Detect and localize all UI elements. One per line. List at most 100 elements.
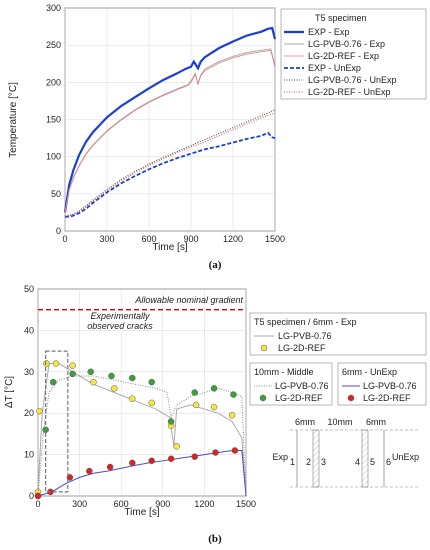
schematic-point-1: 1 — [290, 457, 295, 467]
ylabel-b: ΔT [°C] — [4, 376, 15, 408]
reference-line-label: Allowable nominal gradient — [134, 295, 243, 305]
grid-b — [37, 288, 247, 497]
data-point — [173, 443, 180, 450]
data-point — [212, 449, 219, 456]
data-point — [50, 378, 57, 386]
legend-title-a: T5 specimen — [315, 13, 367, 23]
y-tick-label: 0 — [29, 491, 34, 501]
schematic-point-3: 3 — [321, 457, 326, 467]
data-point — [230, 391, 237, 398]
schematic-point-2: 2 — [306, 457, 311, 467]
schematic-label-6mm-left: 6mm — [295, 417, 315, 427]
crack-annotation-line: Experimentally — [90, 311, 150, 321]
specimen-schematic: 6mm 10mm 6mm Exp UnExp 1 2 3 4 5 6 — [272, 417, 420, 488]
legend-label-a2: LG-2D-REF - Exp — [308, 51, 379, 61]
legend-marker-b3b — [347, 394, 355, 402]
grid-a — [64, 7, 276, 232]
data-point — [129, 395, 136, 402]
y-tick-label: 300 — [46, 3, 61, 13]
schematic-point-5: 5 — [370, 457, 375, 467]
legend-marker-b1b — [260, 344, 268, 352]
data-point — [111, 385, 118, 392]
ylabel-a: Temperature [°C] — [8, 82, 19, 158]
y-tick-label: 50 — [24, 284, 34, 294]
x-tick-label: 1500 — [236, 499, 256, 509]
data-point — [69, 362, 76, 369]
xlabel-a: Time [s] — [152, 242, 187, 253]
legend-title-b1: T5 specimen / 6mm - Exp — [254, 317, 357, 327]
data-point — [36, 407, 43, 415]
data-point — [69, 370, 76, 378]
data-point — [148, 378, 155, 386]
y-tick-label: 200 — [46, 77, 61, 87]
data-point — [210, 385, 218, 392]
legend-a: T5 specimen EXP - Exp LG-PVB-0.76 - Exp … — [280, 8, 427, 100]
crack-annotation-line: observed cracks — [87, 321, 153, 331]
data-point — [148, 457, 155, 465]
legend-label-b2b: LG-2D-REF — [275, 393, 323, 403]
legend-label-b3b: LG-2D-REF — [363, 393, 411, 403]
data-point — [167, 455, 175, 462]
schematic-unexp-label: UnExp — [392, 452, 419, 462]
panel-label-b: (b) — [208, 533, 222, 545]
x-tick-label: 1500 — [265, 234, 285, 244]
schematic-point-4: 4 — [355, 457, 360, 467]
data-point — [52, 360, 60, 367]
data-point — [231, 447, 239, 454]
legend-group-exp: T5 specimen / 6mm - Exp LG-PVB-0.76 LG-2… — [249, 312, 427, 356]
data-point — [167, 418, 175, 425]
data-point — [228, 412, 236, 419]
data-point — [86, 467, 93, 475]
legend-box-b1 — [249, 312, 427, 356]
legend-group-middle: 10mm - Middle LG-PVB-0.76 LG-2D-REF — [249, 362, 333, 406]
legend-label-a3: EXP - UnExp — [308, 63, 361, 73]
schematic-label-10mm: 10mm — [327, 417, 352, 427]
data-point — [191, 453, 198, 460]
ticks-b: 0 300 600 900 1200 1500 0 10 20 30 40 50 — [24, 284, 256, 509]
legend-label-b1b: LG-2D-REF — [278, 343, 326, 353]
schematic-label-6mm-right: 6mm — [366, 417, 386, 427]
legend-group-unexp: 6mm - UnExp LG-PVB-0.76 LG-2D-REF — [337, 362, 427, 406]
y-tick-label: 100 — [46, 152, 61, 162]
x-tick-label: 600 — [141, 234, 156, 244]
crack-box — [45, 350, 69, 493]
schematic-point-6: 6 — [386, 457, 391, 467]
x-tick-label: 0 — [62, 234, 67, 244]
crack-box-group — [45, 350, 69, 493]
data-point — [108, 372, 115, 380]
data-point — [90, 378, 97, 386]
panel-b: 0 300 600 900 1200 1500 0 10 20 30 40 50 Time [s] Δ… — [4, 284, 427, 545]
crack-annotation: Experimentally observed cracks — [87, 311, 153, 331]
x-tick-label: 0 — [35, 499, 40, 509]
series-b — [34, 360, 247, 500]
x-tick-label: 900 — [155, 499, 170, 509]
data-point — [148, 399, 155, 407]
legend-title-b3: 6mm - UnExp — [342, 367, 397, 377]
y-tick-label: 150 — [46, 115, 61, 125]
legend-label-a1: LG-PVB-0.76 - Exp — [308, 39, 385, 49]
legend-title-b2: 10mm - Middle — [254, 367, 314, 377]
y-tick-label: 20 — [24, 408, 34, 418]
schematic-exp-label: Exp — [272, 452, 288, 462]
legend-marker-b2b — [259, 394, 267, 402]
y-tick-label: 10 — [24, 450, 34, 460]
x-tick-label: 300 — [99, 234, 114, 244]
legend-label-a0: EXP - Exp — [308, 27, 349, 37]
xlabel-b: Time [s] — [124, 507, 159, 518]
series-a — [63, 26, 277, 218]
y-tick-label: 40 — [24, 325, 34, 335]
legend-box-a — [280, 8, 427, 100]
x-tick-label: 1200 — [223, 234, 243, 244]
data-point — [210, 403, 218, 411]
data-point — [129, 459, 136, 467]
ticks-a: 0 300 600 900 1200 1500 0 50 100 150 200 250 300 — [46, 3, 285, 244]
series-line-1-4 — [37, 449, 247, 497]
panel-label-a: (a) — [209, 259, 222, 271]
data-point — [43, 360, 50, 367]
y-tick-label: 50 — [51, 189, 61, 199]
data-point — [34, 492, 42, 500]
series-line-0-3 — [64, 131, 276, 218]
y-tick-label: 0 — [56, 226, 61, 236]
legend-label-b1a: LG-PVB-0.76 — [278, 331, 332, 341]
